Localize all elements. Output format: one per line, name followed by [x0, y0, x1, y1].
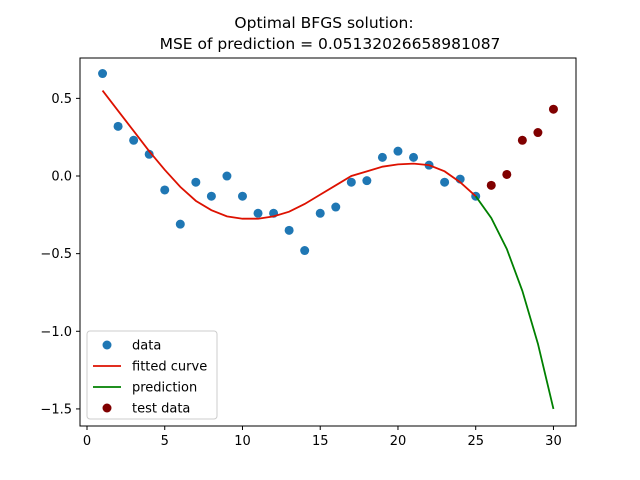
point-data-12 [284, 225, 294, 235]
point-data-17 [362, 176, 372, 186]
point-data-19 [393, 146, 403, 156]
chart-title-line2: MSE of prediction = 0.05132026658981087 [160, 35, 501, 53]
point-data-3 [144, 149, 154, 159]
legend-swatch-test-data [102, 403, 112, 413]
point-data-2 [129, 135, 139, 145]
point-data-20 [409, 152, 419, 162]
point-data-9 [237, 191, 247, 201]
point-data-7 [206, 191, 216, 201]
chart-title-line1: Optimal BFGS solution: [234, 14, 413, 32]
x-tick-label-6: 30 [545, 434, 562, 449]
legend-label-data: data [132, 339, 161, 354]
point-data-16 [346, 177, 356, 187]
legend: data fitted curve prediction test data [86, 330, 218, 420]
legend-swatch-data [102, 340, 112, 350]
plot-frame [79, 57, 577, 427]
chart-marks [98, 69, 558, 410]
point-data-1 [113, 121, 123, 131]
point-data-8 [222, 171, 232, 181]
point-test-data-3 [533, 128, 543, 138]
legend-label-test-data: test data [132, 402, 190, 417]
point-test-data-4 [548, 104, 558, 114]
point-data-18 [377, 152, 387, 162]
y-tick-label-4: −1.5 [40, 402, 72, 417]
point-test-data-2 [517, 135, 527, 145]
x-tick-label-2: 10 [234, 434, 251, 449]
point-data-13 [300, 246, 310, 256]
point-data-0 [98, 69, 108, 79]
axes: 0 5 10 15 20 25 30 0.5 0.0 −0.5 −1.0 −1.5 [40, 92, 561, 449]
x-tick-label-3: 15 [312, 434, 329, 449]
point-test-data-0 [486, 180, 496, 190]
point-data-6 [191, 177, 201, 187]
y-tick-label-0: 0.5 [51, 92, 72, 107]
series-line-fitted-curve [101, 90, 477, 220]
x-tick-label-4: 20 [390, 434, 407, 449]
y-tick-label-1: 0.0 [51, 170, 72, 185]
point-data-10 [253, 208, 263, 218]
point-data-5 [175, 219, 185, 229]
series-line-prediction [474, 195, 555, 410]
legend-box [86, 330, 218, 420]
point-test-data-1 [502, 169, 512, 179]
point-data-14 [315, 208, 325, 218]
y-tick-label-3: −1.0 [40, 325, 72, 340]
point-data-22 [440, 177, 450, 187]
y-tick-label-2: −0.5 [40, 247, 72, 262]
x-tick-label-5: 25 [467, 434, 484, 449]
x-tick-label-0: 0 [83, 434, 91, 449]
point-data-15 [331, 202, 341, 212]
point-data-4 [160, 185, 170, 195]
legend-label-prediction: prediction [132, 381, 197, 396]
x-tick-label-1: 5 [161, 434, 169, 449]
legend-label-fitted-curve: fitted curve [132, 360, 207, 375]
